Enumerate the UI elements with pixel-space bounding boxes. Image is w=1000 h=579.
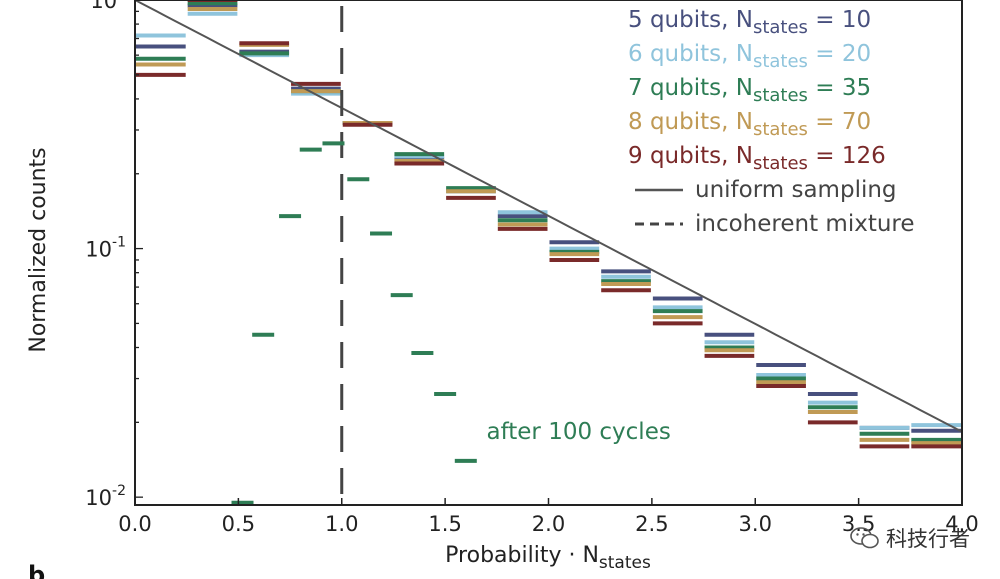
histogram-bars [136, 0, 961, 449]
legend-uniform-label: uniform sampling [695, 177, 897, 203]
legend-entry-1: 6 qubits, Nstates = 20 [628, 41, 871, 72]
watermark: 科技行者 [850, 523, 970, 553]
x-tick-label-1: 0.5 [222, 512, 255, 536]
after-cycles-markers [231, 141, 477, 505]
x-tick-label-3: 1.5 [428, 512, 461, 536]
wechat-icon [850, 527, 879, 549]
legend-entry-2: 7 qubits, Nstates = 35 [628, 75, 871, 106]
legend: 5 qubits, Nstates = 106 qubits, Nstates … [628, 7, 915, 237]
watermark-text: 科技行者 [886, 527, 970, 551]
x-tick-label-2: 1.0 [325, 512, 358, 536]
y-tick-label-1: 10-1 [85, 235, 126, 262]
y-tick-label-2: 10-2 [85, 483, 126, 510]
y-axis-ticks: 100 10-1 10-2 [85, 0, 143, 510]
x-tick-label-5: 2.5 [635, 512, 668, 536]
after-cycles-label: after 100 cycles [486, 419, 670, 445]
legend-incoherent-label: incoherent mixture [695, 211, 915, 237]
legend-entry-3: 8 qubits, Nstates = 70 [628, 109, 871, 140]
x-tick-label-8: 4.0 [945, 512, 978, 536]
x-tick-label-6: 3.0 [739, 512, 772, 536]
panel-label: b [28, 561, 45, 579]
y-axis-label: Normalized counts [26, 147, 51, 352]
legend-entry-4: 9 qubits, Nstates = 126 [628, 143, 886, 174]
x-tick-label-0: 0.0 [118, 512, 151, 536]
y-tick-label-0: 100 [90, 0, 126, 13]
uniform-sampling-curve [134, 0, 963, 433]
x-axis-ticks: 0.0 0.5 1.0 1.5 2.0 2.5 3.0 3.5 4.0 [118, 498, 979, 536]
x-axis-label: Probability · Nstates [445, 543, 651, 573]
x-tick-label-4: 2.0 [532, 512, 565, 536]
legend-entry-0: 5 qubits, Nstates = 10 [628, 7, 871, 38]
